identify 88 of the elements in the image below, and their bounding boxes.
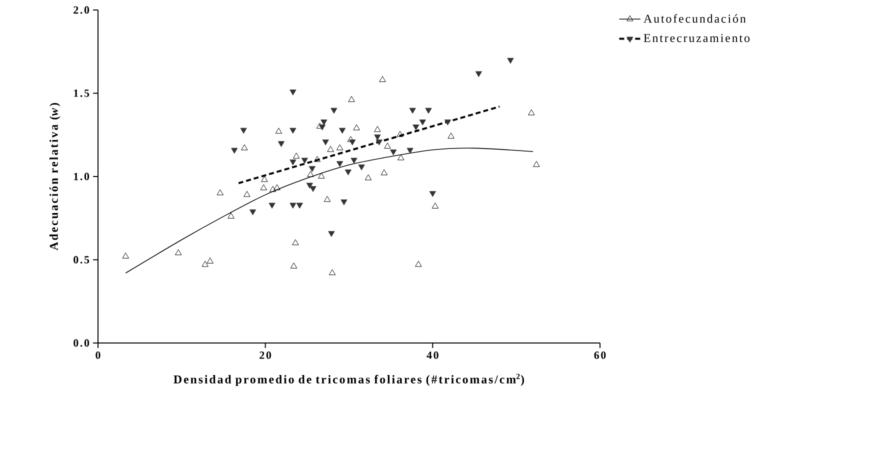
point bbox=[412, 124, 420, 130]
x-tick-label: 60 bbox=[594, 352, 606, 359]
point bbox=[241, 144, 248, 150]
point bbox=[261, 176, 268, 182]
point bbox=[290, 262, 298, 268]
point bbox=[328, 231, 335, 237]
x-tick-label: 40 bbox=[426, 352, 438, 359]
point bbox=[358, 164, 365, 170]
y-tick-label: 1.5 bbox=[74, 90, 90, 97]
point bbox=[324, 196, 331, 202]
point bbox=[340, 199, 348, 206]
point bbox=[320, 120, 328, 126]
point bbox=[308, 166, 316, 172]
x-axis-title: Densidad promedio de tricomas foliares (#tricomas/cm$^{2}$) bbox=[174, 374, 524, 386]
point bbox=[202, 260, 208, 267]
point bbox=[228, 212, 234, 218]
point bbox=[122, 252, 129, 258]
point bbox=[216, 189, 224, 196]
point bbox=[336, 161, 344, 167]
point bbox=[268, 202, 276, 209]
point bbox=[528, 109, 535, 116]
point bbox=[310, 186, 316, 192]
legend-label: Autofecundación bbox=[644, 14, 746, 23]
point bbox=[429, 191, 436, 197]
point bbox=[398, 154, 404, 160]
point bbox=[314, 156, 321, 162]
point bbox=[296, 202, 303, 209]
point bbox=[390, 150, 397, 156]
point bbox=[415, 260, 422, 267]
point bbox=[330, 108, 338, 114]
y-tick-label: 1.0 bbox=[74, 172, 90, 180]
point bbox=[260, 184, 268, 190]
point bbox=[249, 209, 256, 216]
point bbox=[444, 120, 452, 126]
point bbox=[318, 124, 326, 130]
point bbox=[301, 158, 308, 164]
line-series bbox=[125, 148, 534, 274]
point bbox=[206, 258, 214, 264]
point bbox=[353, 124, 360, 130]
point bbox=[374, 134, 381, 140]
point bbox=[419, 120, 426, 126]
point bbox=[339, 128, 346, 134]
point bbox=[244, 190, 250, 197]
point bbox=[475, 71, 482, 78]
point bbox=[318, 172, 325, 179]
point bbox=[364, 174, 372, 180]
x-tick-label: 0 bbox=[96, 352, 100, 359]
point bbox=[507, 58, 514, 64]
point bbox=[533, 161, 540, 167]
point bbox=[349, 140, 356, 146]
point bbox=[374, 126, 381, 132]
point bbox=[328, 269, 336, 276]
point bbox=[290, 160, 296, 166]
point bbox=[290, 90, 296, 96]
y-axis-title: Adecuación relativa (w) bbox=[49, 103, 60, 250]
point bbox=[274, 184, 280, 190]
y-tick-label: 0.0 bbox=[74, 339, 90, 347]
point bbox=[306, 182, 313, 189]
point bbox=[275, 128, 282, 134]
point bbox=[292, 239, 299, 246]
point bbox=[270, 186, 276, 192]
point bbox=[344, 170, 352, 176]
point bbox=[307, 170, 314, 177]
point bbox=[231, 148, 238, 154]
point bbox=[278, 141, 285, 147]
point bbox=[350, 158, 358, 164]
point bbox=[240, 128, 247, 134]
point bbox=[290, 128, 296, 134]
point bbox=[376, 140, 382, 146]
point bbox=[322, 140, 329, 146]
point bbox=[327, 146, 334, 152]
point bbox=[409, 108, 416, 114]
point bbox=[448, 132, 454, 139]
x-tick-label: 20 bbox=[260, 352, 272, 359]
point bbox=[384, 142, 391, 149]
point bbox=[380, 169, 388, 176]
point bbox=[432, 202, 439, 209]
point bbox=[425, 108, 432, 114]
point bbox=[406, 148, 414, 154]
y-tick-label: 0.5 bbox=[74, 256, 90, 264]
point bbox=[396, 131, 404, 137]
point bbox=[290, 202, 296, 209]
legend-label: Entrecruzamiento bbox=[644, 34, 750, 42]
point bbox=[348, 96, 355, 102]
point bbox=[174, 249, 182, 256]
y-tick-label: 2.0 bbox=[74, 6, 90, 14]
point bbox=[336, 144, 344, 150]
point bbox=[292, 152, 300, 159]
